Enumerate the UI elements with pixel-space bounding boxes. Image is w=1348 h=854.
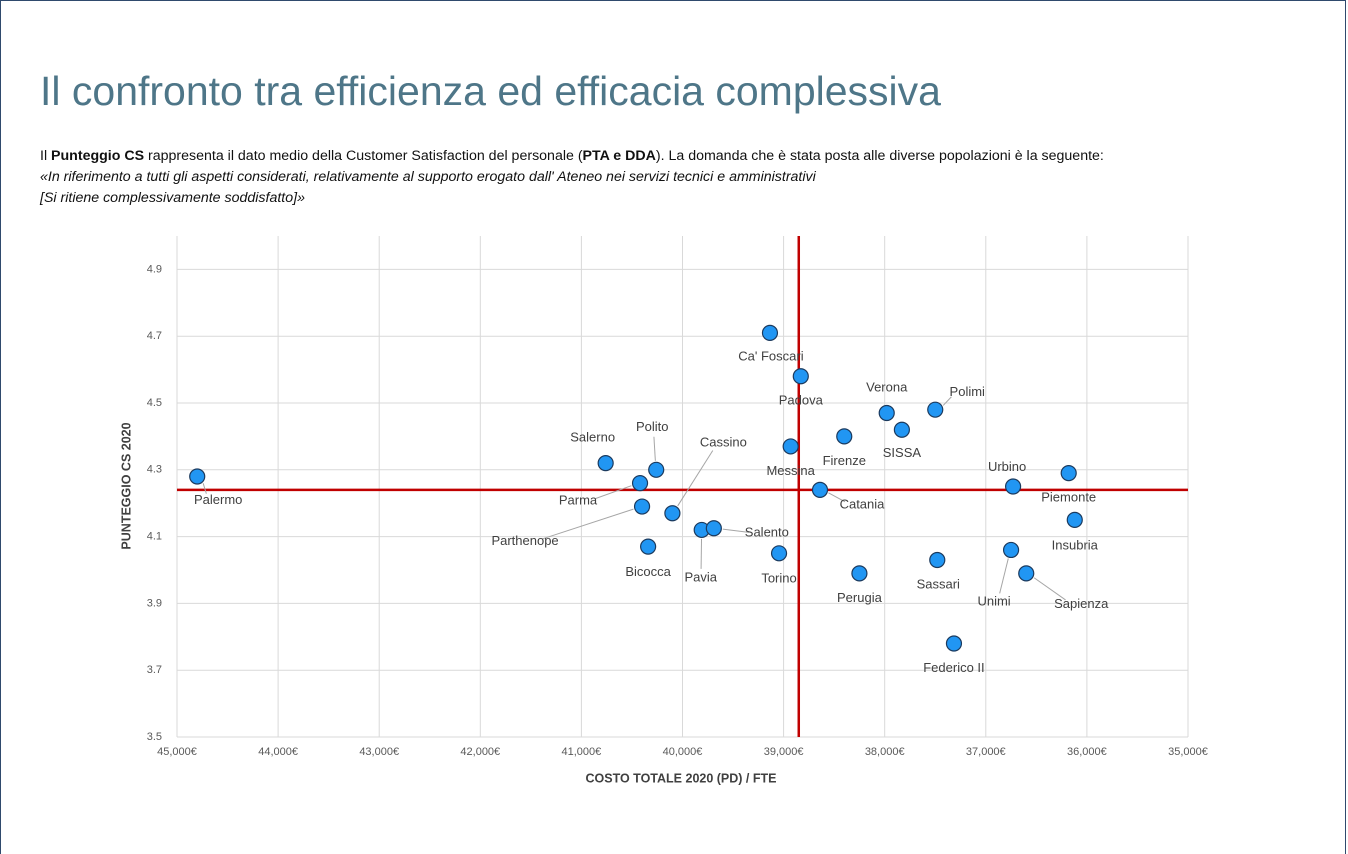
x-tick-label: 41,000€	[562, 746, 602, 758]
point-label: Salento	[745, 525, 789, 540]
y-tick-label: 3.9	[147, 597, 162, 609]
x-tick-label: 36,000€	[1067, 746, 1107, 758]
intro-bold: PTA e DDA	[582, 148, 656, 164]
point-label: Padova	[779, 393, 824, 408]
slide-title: Il confronto tra efficienza ed efficacia…	[40, 68, 941, 114]
point	[705, 520, 722, 537]
leader-line	[542, 508, 634, 540]
point-label: Bicocca	[625, 564, 671, 579]
point	[782, 438, 799, 455]
y-tick-label: 4.3	[147, 464, 162, 476]
point-label: Piemonte	[1041, 490, 1096, 505]
point-label: Unimi	[977, 593, 1010, 608]
point	[929, 551, 946, 569]
point	[893, 421, 910, 438]
x-tick-label: 44,000€	[258, 746, 298, 758]
point	[631, 475, 649, 492]
point	[851, 565, 868, 582]
leader-line	[942, 396, 952, 406]
point	[597, 455, 614, 472]
point-label: Polito	[636, 419, 669, 434]
point	[664, 505, 681, 522]
point	[189, 468, 206, 485]
point-label: Perugia	[837, 590, 883, 605]
point	[1066, 511, 1083, 529]
quote-line: «In riferimento a tutti gli aspetti cons…	[40, 169, 816, 185]
intro-part: Il	[40, 148, 52, 164]
leader-line	[722, 528, 749, 533]
point	[792, 368, 809, 385]
point-label: Ca' Foscari	[738, 348, 803, 363]
point-label: Urbino	[988, 459, 1026, 474]
x-tick-label: 38,000€	[865, 746, 905, 758]
quote-line: [Si ritiene complessivamente soddisfatto…	[40, 190, 305, 206]
y-tick-label: 3.7	[147, 664, 162, 676]
point	[633, 498, 651, 515]
point	[927, 401, 944, 418]
intro-text: Il Punteggio CS rappresenta il dato medi…	[40, 146, 1104, 209]
point-label: Federico II	[923, 660, 984, 675]
point-label: Catania	[840, 496, 886, 511]
point	[761, 324, 779, 341]
point-label: SISSA	[883, 445, 922, 460]
point-label: Messina	[766, 463, 815, 478]
leader-line	[595, 485, 632, 500]
leader-line	[202, 483, 207, 494]
point	[1060, 465, 1077, 482]
point-label: Verona	[866, 379, 908, 394]
point-label: Sapienza	[1054, 596, 1109, 611]
y-axis-title: PUNTEGGIO CS 2020	[119, 422, 133, 549]
point-label: Insubria	[1052, 537, 1099, 552]
point	[648, 461, 665, 478]
point-label: Firenze	[823, 453, 866, 468]
x-tick-label: 43,000€	[359, 746, 399, 758]
x-axis-title: COSTO TOTALE 2020 (PD) / FTE	[585, 771, 776, 785]
x-tick-label: 37,000€	[966, 746, 1006, 758]
point	[878, 404, 895, 422]
leader-line	[1033, 577, 1066, 601]
x-tick-label: 35,000€	[1168, 746, 1208, 758]
x-tick-label: 42,000€	[460, 746, 500, 758]
point-label: Pavia	[684, 569, 717, 584]
intro-bold: Punteggio CS	[51, 148, 145, 164]
leader-line	[828, 492, 846, 503]
x-tick-label: 40,000€	[663, 746, 703, 758]
leader-line	[653, 436, 656, 461]
x-tick-label: 45,000€	[157, 746, 197, 758]
point-label: Parthenope	[491, 533, 558, 548]
point	[836, 428, 853, 445]
y-tick-label: 4.7	[147, 330, 162, 342]
point-label: Polimi	[950, 384, 986, 399]
point-label: Torino	[761, 571, 796, 586]
x-tick-label: 39,000€	[764, 746, 804, 758]
y-tick-label: 4.9	[147, 263, 162, 275]
y-tick-label: 3.5	[147, 731, 162, 743]
intro-part: ). La domanda che è stata posta alle div…	[655, 148, 1104, 164]
y-tick-label: 4.1	[147, 531, 162, 543]
point	[770, 545, 788, 562]
intro-part: rappresenta il dato medio della Customer…	[144, 148, 583, 164]
point-label: Salerno	[570, 430, 615, 445]
leader-line	[677, 450, 714, 507]
point	[945, 635, 963, 652]
point-label: Parma	[559, 493, 598, 508]
point	[1018, 565, 1035, 582]
y-tick-label: 4.5	[147, 397, 162, 409]
point	[1004, 478, 1022, 495]
point	[811, 481, 829, 498]
point-label: Cassino	[700, 435, 747, 450]
point	[1002, 541, 1020, 559]
point-label: Sassari	[917, 576, 960, 591]
point	[640, 538, 657, 555]
point-label: Palermo	[194, 492, 242, 507]
leader-line	[999, 558, 1009, 594]
